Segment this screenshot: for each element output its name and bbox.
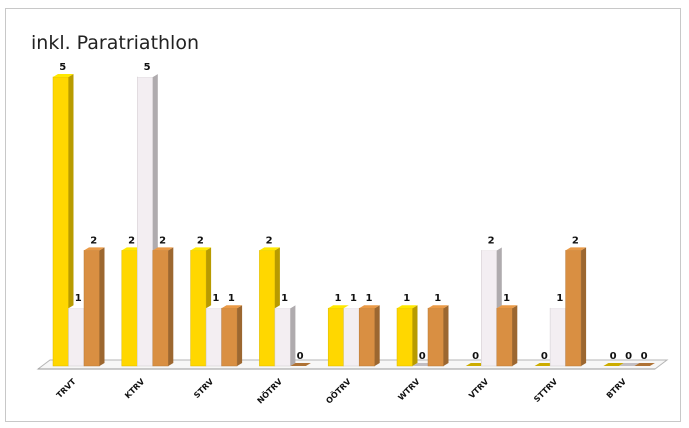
value-label-3-1: 1: [281, 293, 288, 304]
category-label-2: STRV: [192, 376, 216, 400]
value-label-7-1: 1: [556, 293, 563, 304]
value-label-7-0: 0: [541, 351, 548, 362]
value-label-6-2: 1: [503, 293, 510, 304]
bars-group: [52, 74, 655, 367]
value-label-0-2: 2: [90, 235, 97, 246]
bar-3-2: [290, 363, 311, 366]
bar-0-2: [83, 247, 105, 367]
bar-1-2: [152, 247, 174, 367]
bar-5-0: [396, 305, 418, 367]
bar-7-2: [565, 247, 587, 367]
category-label-3: NÖTRV: [255, 376, 285, 406]
value-label-4-2: 1: [365, 293, 372, 304]
value-label-4-0: 1: [334, 293, 341, 304]
bar-8-0: [603, 363, 624, 366]
value-label-2-2: 1: [228, 293, 235, 304]
chart-title: inkl. Paratriathlon: [31, 32, 200, 54]
value-label-1-1: 5: [144, 62, 151, 73]
bar-0-0: [52, 74, 74, 367]
value-label-2-1: 1: [212, 293, 219, 304]
category-label-5: WTRV: [396, 376, 422, 402]
category-label-1: KTRV: [123, 376, 147, 400]
bar-3-1: [274, 305, 296, 367]
value-label-3-2: 0: [297, 351, 304, 362]
value-label-0-0: 5: [59, 62, 66, 73]
category-label-8: BTRV: [605, 376, 629, 400]
value-label-0-1: 1: [75, 293, 82, 304]
bar-8-1: [618, 363, 640, 366]
bar-5-2: [427, 305, 449, 367]
bar-2-2: [221, 305, 243, 367]
category-label-0: TRVT: [55, 377, 78, 400]
value-label-1-2: 2: [159, 235, 166, 246]
value-label-6-1: 2: [488, 235, 495, 246]
bar-6-2: [496, 305, 518, 367]
bar-4-2: [358, 305, 380, 367]
value-label-8-2: 0: [641, 351, 648, 362]
value-label-6-0: 0: [472, 351, 479, 362]
value-label-5-0: 1: [403, 293, 410, 304]
value-label-5-2: 1: [434, 293, 441, 304]
value-label-8-1: 0: [625, 351, 632, 362]
category-label-6: VTRV: [467, 376, 491, 400]
value-label-3-0: 2: [266, 235, 273, 246]
value-label-7-2: 2: [572, 235, 579, 246]
value-label-8-0: 0: [610, 351, 617, 362]
category-label-4: OÖTRV: [324, 376, 354, 406]
category-labels-group: TRVT KTRV STRV NÖTRV OÖTRV WTRV VTRV STTRV BTRV: [55, 376, 629, 406]
value-label-4-1: 1: [350, 293, 357, 304]
value-label-2-0: 2: [197, 235, 204, 246]
value-label-1-0: 2: [128, 235, 135, 246]
category-label-7: STTRV: [532, 376, 560, 404]
value-label-5-1: 0: [419, 351, 426, 362]
bar-8-2: [634, 363, 655, 366]
